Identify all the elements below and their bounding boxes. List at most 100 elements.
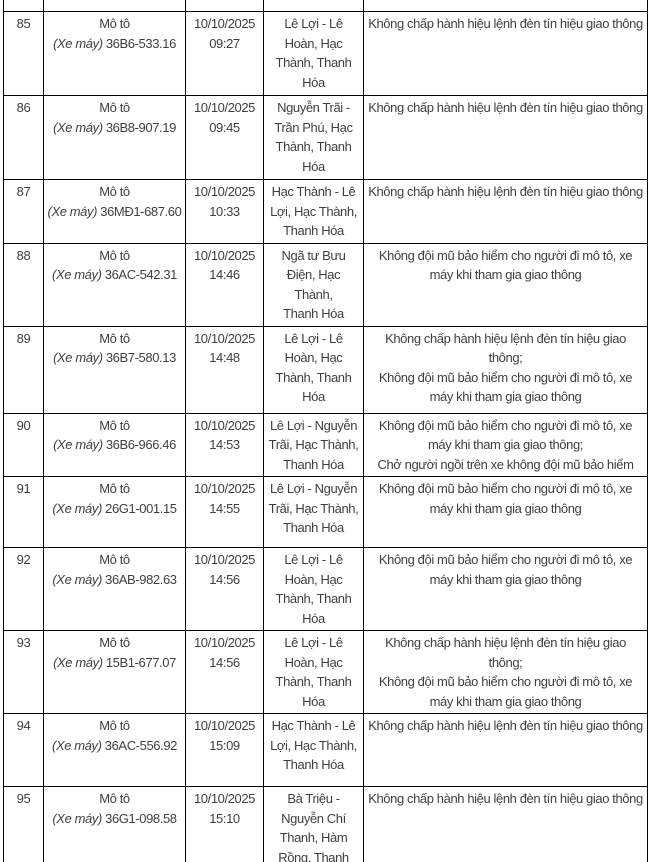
location-cell: Hạc Thành - Lê Lợi, Hạc Thành, Thanh Hóa	[263, 179, 364, 244]
row-number-cell: 93	[3, 630, 44, 714]
vehicle-cell: Mô tô (Xe máy) 36AB-982.63	[43, 547, 186, 631]
vehicle-cell: Mô tô (Xe máy) 36B6-966.46	[43, 412, 186, 477]
plate-number: 36B7-580.13	[105, 350, 176, 365]
violation-text: Không chấp hành hiệu lệnh đèn tín hiệu g…	[368, 100, 643, 115]
vehicle-cell: Mô tô (Xe máy) 36B6-533.16	[43, 11, 186, 96]
vehicle-type: Mô tô	[99, 330, 130, 346]
vehicle-plate-line: (Xe máy) 36B6-533.16	[46, 34, 183, 54]
vehicle-cell: Mô tô (Xe máy) 36B7-580.13	[43, 325, 186, 414]
vehicle-type: Mô tô	[99, 184, 130, 199]
table-row: 90 Mô tô (Xe máy) 36B6-966.46 10/10/2025…	[3, 412, 648, 477]
vehicle-type: Mô tô	[99, 16, 130, 31]
table-row: 95 Mô tô (Xe máy) 36G1-098.58 10/10/2025…	[3, 786, 648, 862]
table-row: 87 Mô tô (Xe máy) 36MĐ1-687.60 10/10/202…	[3, 179, 648, 244]
vehicle-note: (Xe máy)	[52, 267, 102, 282]
table-row: 91 Mô tô (Xe máy) 26G1-001.15 10/10/2025…	[3, 476, 648, 548]
plate-number: 36AC-542.31	[104, 267, 178, 282]
plate-number: 26G1-001.15	[105, 500, 177, 516]
violation-text: Không chấp hành hiệu lệnh đèn tín hiệu g…	[368, 718, 643, 733]
vehicle-cell: Mô tô (Xe máy) 36AC-542.31	[43, 242, 186, 327]
empty-cell	[43, 0, 186, 12]
row-number-cell: 89	[3, 325, 44, 414]
empty-cell	[3, 0, 44, 12]
violation-cell: Không đội mũ bảo hiểm cho người đi mô tô…	[363, 547, 648, 631]
datetime-cell: 10/10/2025 14:56	[185, 630, 264, 714]
vehicle-plate-line: (Xe máy) 36AB-982.63	[46, 570, 183, 590]
violation-text: Chở người ngồi trên xe không đội mũ bảo …	[377, 456, 634, 472]
violation-cell: Không chấp hành hiệu lệnh đèn tín hiệu g…	[363, 325, 648, 414]
table-row: 86 Mô tô (Xe máy) 36B8-907.19 10/10/2025…	[3, 95, 648, 180]
violation-text: Không đội mũ bảo hiểm cho người đi mô tô…	[378, 247, 633, 283]
location-cell: Hạc Thành - Lê Lợi, Hạc Thành, Thanh Hóa	[263, 713, 364, 787]
violation-cell: Không đội mũ bảo hiểm cho người đi mô tô…	[363, 412, 648, 477]
vehicle-note: (Xe máy)	[47, 203, 98, 219]
violation-time: 15:10	[209, 810, 240, 826]
vehicle-type: Mô tô	[99, 247, 130, 263]
violation-text: Không đội mũ bảo hiểm cho người đi mô tô…	[378, 417, 633, 453]
plate-number: 36MĐ1-687.60	[100, 203, 182, 219]
violation-date: 10/10/2025	[193, 100, 256, 115]
location-cell: Lê Lợi - Nguyễn Trãi, Hạc Thành, Thanh H…	[263, 412, 364, 477]
location-cell: Bà Triệu - Nguyễn Chí Thanh, Hàm Rồng, T…	[263, 786, 364, 862]
row-number-cell: 85	[3, 11, 44, 96]
row-number-cell: 90	[3, 412, 44, 477]
vehicle-plate-line: (Xe máy) 15B1-677.07	[46, 653, 183, 673]
datetime-cell: 10/10/2025 09:27	[185, 11, 264, 96]
row-number-cell: 87	[3, 179, 44, 244]
traffic-violations-table: 85 Mô tô (Xe máy) 36B6-533.16 10/10/2025…	[3, 0, 648, 862]
datetime-cell: 10/10/2025 14:48	[185, 325, 264, 414]
vehicle-plate-line: (Xe máy) 36B8-907.19	[46, 118, 183, 138]
vehicle-type: Mô tô	[99, 481, 130, 496]
violation-date: 10/10/2025	[193, 330, 256, 346]
violation-date: 10/10/2025	[193, 791, 256, 806]
violation-text: Không chấp hành hiệu lệnh đèn tín hiệu g…	[385, 635, 626, 670]
violation-text: Không đội mũ bảo hiểm cho người đi mô tô…	[378, 369, 633, 405]
vehicle-cell: Mô tô (Xe máy) 26G1-001.15	[43, 476, 186, 548]
row-number-cell: 88	[3, 242, 44, 327]
datetime-cell: 10/10/2025 10:33	[185, 179, 264, 244]
plate-number: 15B1-677.07	[105, 654, 176, 670]
vehicle-cell: Mô tô (Xe máy) 36AC-556.92	[43, 713, 186, 787]
datetime-cell: 10/10/2025 14:56	[185, 547, 264, 631]
violation-date: 10/10/2025	[193, 247, 256, 263]
vehicle-note: (Xe máy)	[53, 654, 103, 670]
violation-text: Không chấp hành hiệu lệnh đèn tín hiệu g…	[368, 791, 643, 806]
plate-number: 36B6-533.16	[105, 35, 176, 51]
violation-cell: Không chấp hành hiệu lệnh đèn tín hiệu g…	[363, 630, 648, 714]
vehicle-cell: Mô tô (Xe máy) 36B8-907.19	[43, 95, 186, 180]
location-cell: Ngã tư Bưu Điện, Hạc Thành, Thanh Hóa	[263, 242, 364, 327]
location-cell: Lê Lợi - Lê Hoàn, Hạc Thành, Thanh Hóa	[263, 630, 364, 714]
violation-cell: Không chấp hành hiệu lệnh đèn tín hiệu g…	[363, 95, 648, 180]
table-row-partial	[3, 0, 648, 12]
violation-cell: Không chấp hành hiệu lệnh đèn tín hiệu g…	[363, 786, 648, 862]
empty-cell	[263, 0, 364, 12]
vehicle-plate-line: (Xe máy) 26G1-001.15	[46, 499, 183, 519]
vehicle-note: (Xe máy)	[53, 350, 103, 365]
row-number-cell: 86	[3, 95, 44, 180]
violation-date: 10/10/2025	[193, 481, 256, 496]
violation-time: 15:09	[209, 737, 240, 753]
table-row: 88 Mô tô (Xe máy) 36AC-542.31 10/10/2025…	[3, 242, 648, 327]
table-row: 92 Mô tô (Xe máy) 36AB-982.63 10/10/2025…	[3, 547, 648, 631]
table-row: 94 Mô tô (Xe máy) 36AC-556.92 10/10/2025…	[3, 713, 648, 787]
violation-text: Không chấp hành hiệu lệnh đèn tín hiệu g…	[385, 330, 626, 366]
violation-text: Không đội mũ bảo hiểm cho người đi mô tô…	[378, 552, 633, 587]
datetime-cell: 10/10/2025 14:55	[185, 476, 264, 548]
vehicle-note: (Xe máy)	[52, 571, 102, 587]
vehicle-plate-line: (Xe máy) 36G1-098.58	[46, 809, 183, 829]
vehicle-type: Mô tô	[99, 791, 130, 806]
datetime-cell: 10/10/2025 14:53	[185, 412, 264, 477]
violation-text: Không đội mũ bảo hiểm cho người đi mô tô…	[378, 481, 633, 516]
vehicle-note: (Xe máy)	[52, 500, 102, 516]
violation-time: 14:48	[209, 350, 240, 365]
violation-time: 14:46	[209, 267, 240, 282]
plate-number: 36G1-098.58	[105, 810, 177, 826]
vehicle-type: Mô tô	[99, 100, 130, 115]
violation-cell: Không đội mũ bảo hiểm cho người đi mô tô…	[363, 242, 648, 327]
vehicle-note: (Xe máy)	[53, 35, 103, 51]
violation-date: 10/10/2025	[193, 184, 256, 199]
vehicle-plate-line: (Xe máy) 36B7-580.13	[46, 348, 183, 368]
violation-date: 10/10/2025	[193, 635, 256, 650]
empty-cell	[185, 0, 264, 12]
table-row: 93 Mô tô (Xe máy) 15B1-677.07 10/10/2025…	[3, 630, 648, 714]
